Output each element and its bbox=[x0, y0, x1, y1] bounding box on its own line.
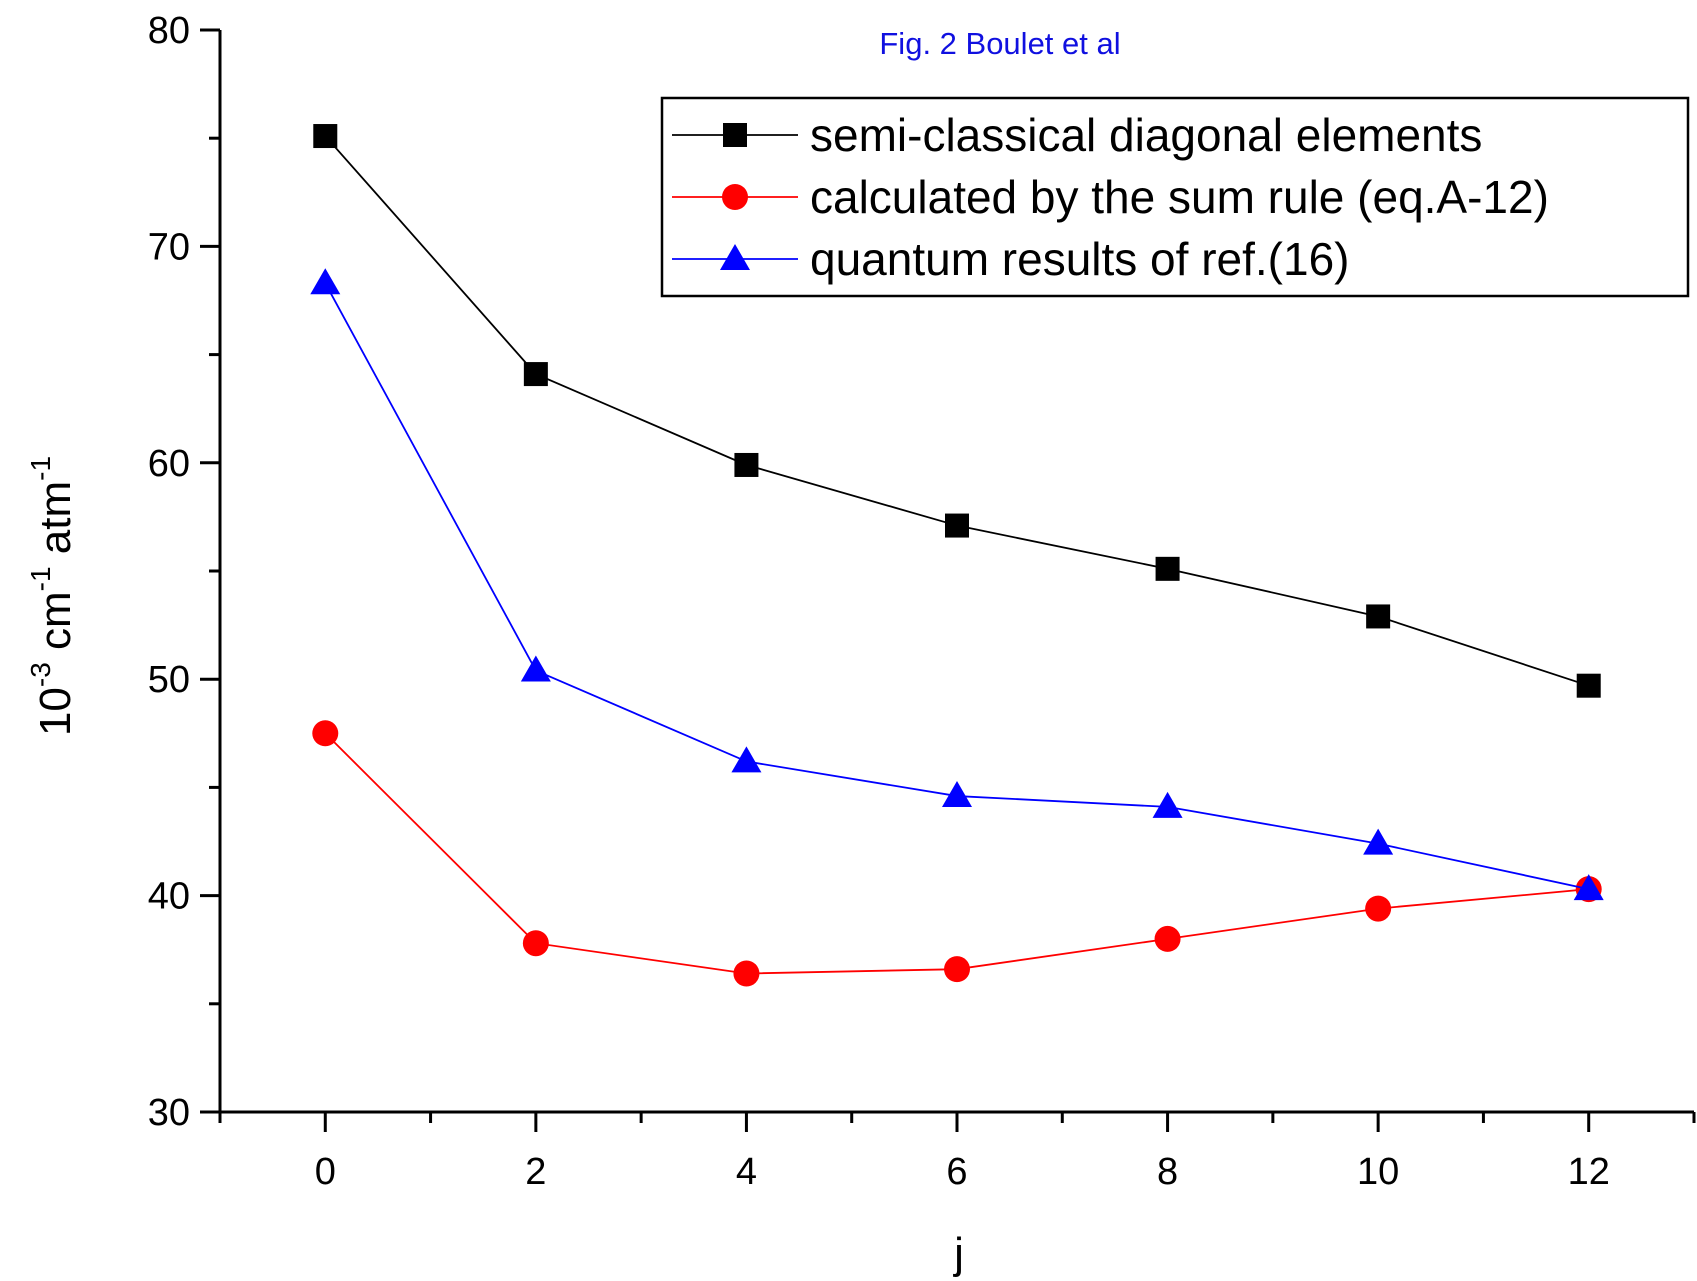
data-point-triangle bbox=[1573, 874, 1604, 901]
y-axis-title-exp-1: -3 bbox=[25, 662, 56, 687]
legend-label: quantum results of ref.(16) bbox=[810, 233, 1349, 285]
y-axis-title-part-3: atm bbox=[31, 481, 80, 567]
x-tick-label: 6 bbox=[946, 1151, 967, 1193]
x-axis-title: j bbox=[952, 1229, 964, 1278]
series-square bbox=[313, 124, 1601, 698]
series-circle bbox=[312, 720, 1602, 987]
series-layer bbox=[310, 124, 1604, 987]
legend-marker-square bbox=[723, 123, 747, 147]
data-point-circle bbox=[733, 960, 760, 987]
data-point-circle bbox=[1365, 895, 1392, 922]
x-tick-label: 0 bbox=[315, 1151, 336, 1193]
legend-label: semi-classical diagonal elements bbox=[810, 109, 1482, 161]
data-point-square bbox=[734, 452, 759, 477]
data-point-square bbox=[1576, 673, 1601, 698]
data-point-triangle bbox=[1363, 828, 1394, 855]
data-point-triangle bbox=[942, 781, 972, 808]
data-point-square bbox=[313, 124, 338, 149]
y-tick-label: 70 bbox=[148, 226, 190, 268]
y-axis-title-part-2: cm bbox=[31, 591, 80, 662]
legend-entry: calculated by the sum rule (eq.A-12) bbox=[672, 171, 1549, 223]
data-point-circle bbox=[944, 956, 970, 983]
data-point-triangle bbox=[520, 655, 551, 682]
x-tick-label: 8 bbox=[1157, 1151, 1178, 1193]
x-tick-label: 2 bbox=[525, 1151, 546, 1193]
legend: semi-classical diagonal elements calculat… bbox=[660, 96, 1690, 298]
axis-ticks: 0 2 4 6 8 10 12 30 40 50 60 70 80 bbox=[148, 10, 1696, 1193]
data-point-circle bbox=[522, 930, 549, 957]
data-point-square bbox=[1366, 604, 1391, 629]
series-triangle bbox=[310, 268, 1604, 901]
data-point-triangle bbox=[731, 746, 762, 773]
legend-entries: semi-classical diagonal elements calculat… bbox=[672, 109, 1549, 285]
y-tick-label: 80 bbox=[148, 10, 190, 52]
series-line bbox=[324, 732, 1589, 975]
y-tick-label: 40 bbox=[148, 876, 190, 918]
figure-note: Fig. 2 Boulet et al bbox=[879, 26, 1120, 61]
data-point-square bbox=[523, 362, 548, 387]
data-point-square bbox=[945, 513, 969, 538]
y-axis-title-exp-3: -1 bbox=[25, 456, 56, 481]
legend-entry: semi-classical diagonal elements bbox=[672, 109, 1482, 161]
legend-label: calculated by the sum rule (eq.A-12) bbox=[810, 171, 1549, 223]
data-point-triangle bbox=[1152, 791, 1183, 818]
y-axis-title: 10-3 cm-1 atm-1 bbox=[25, 456, 80, 736]
y-tick-label: 60 bbox=[148, 443, 190, 485]
y-tick-label: 50 bbox=[148, 659, 190, 701]
x-tick-label: 4 bbox=[736, 1151, 757, 1193]
legend-box bbox=[660, 96, 1690, 298]
x-tick-label: 12 bbox=[1568, 1151, 1610, 1193]
y-axis-title-exp-2: -1 bbox=[25, 566, 56, 591]
data-point-circle bbox=[312, 720, 339, 747]
data-point-square bbox=[1155, 556, 1180, 581]
data-point-circle bbox=[1154, 925, 1181, 952]
y-tick-label: 30 bbox=[148, 1092, 190, 1134]
x-tick-label: 10 bbox=[1357, 1151, 1399, 1193]
y-axis-title-part-1: 10 bbox=[31, 687, 80, 736]
data-point-triangle bbox=[310, 268, 341, 295]
legend-marker-triangle bbox=[720, 244, 750, 270]
legend-entry: quantum results of ref.(16) bbox=[672, 233, 1349, 285]
legend-marker-circle bbox=[722, 184, 748, 210]
plot-area: 0 2 4 6 8 10 12 30 40 50 60 70 80 bbox=[148, 10, 1696, 1193]
